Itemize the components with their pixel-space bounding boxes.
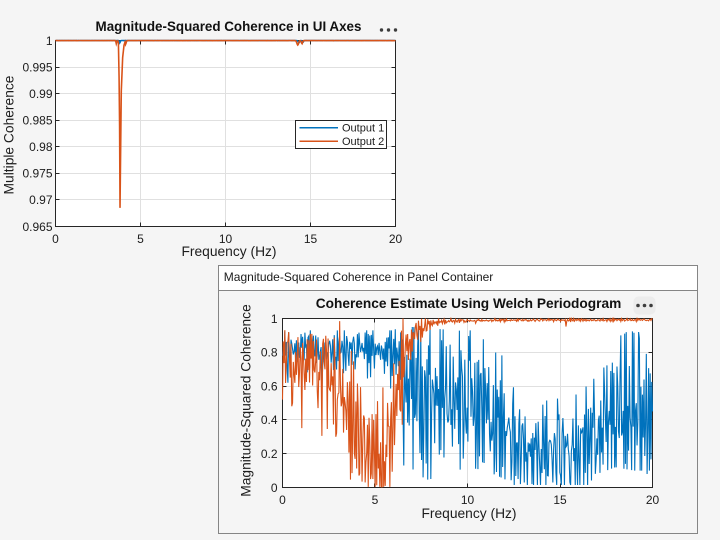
svg-text:0.6: 0.6	[261, 379, 278, 393]
svg-text:15: 15	[553, 493, 567, 507]
svg-text:0.97: 0.97	[29, 193, 53, 207]
svg-text:Magnitude-Squared Coherence in: Magnitude-Squared Coherence in Panel Con…	[224, 270, 494, 284]
svg-text:Coherence Estimate Using Welch: Coherence Estimate Using Welch Periodogr…	[316, 296, 622, 311]
svg-text:0: 0	[52, 232, 59, 246]
svg-text:5: 5	[372, 493, 379, 507]
svg-text:0.975: 0.975	[22, 167, 52, 181]
svg-text:Multiple Coherence: Multiple Coherence	[2, 75, 17, 194]
svg-text:20: 20	[389, 232, 403, 246]
svg-text:1: 1	[271, 312, 278, 326]
svg-text:0.4: 0.4	[261, 413, 278, 427]
svg-text:Frequency (Hz): Frequency (Hz)	[421, 506, 516, 521]
svg-text:0.995: 0.995	[22, 60, 52, 74]
svg-text:0.8: 0.8	[261, 346, 278, 360]
svg-text:0.2: 0.2	[261, 447, 278, 461]
svg-text:0.985: 0.985	[22, 114, 52, 128]
svg-text:0.965: 0.965	[22, 220, 52, 234]
svg-text:Output 1: Output 1	[342, 123, 384, 135]
svg-text:15: 15	[304, 232, 318, 246]
svg-text:0.99: 0.99	[29, 87, 53, 101]
svg-text:10: 10	[219, 232, 233, 246]
svg-text:20: 20	[646, 493, 660, 507]
svg-text:0.98: 0.98	[29, 140, 53, 154]
svg-text:Frequency (Hz): Frequency (Hz)	[181, 244, 276, 259]
svg-text:Magnitude-Squared Coherence: Magnitude-Squared Coherence	[239, 304, 254, 497]
svg-text:1: 1	[46, 34, 53, 48]
svg-text:Output 2: Output 2	[342, 136, 384, 148]
svg-text:0: 0	[271, 481, 278, 495]
svg-text:10: 10	[461, 493, 475, 507]
svg-text:0: 0	[279, 493, 286, 507]
svg-text:5: 5	[137, 232, 144, 246]
svg-text:Magnitude-Squared Coherence in: Magnitude-Squared Coherence in UI Axes	[96, 19, 362, 34]
